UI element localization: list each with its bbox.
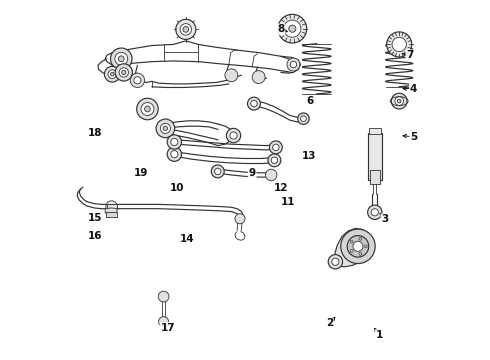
Circle shape [141, 103, 154, 116]
Circle shape [167, 135, 181, 149]
Text: 1: 1 [376, 330, 383, 340]
Circle shape [270, 141, 282, 154]
Text: 14: 14 [180, 234, 195, 244]
Circle shape [290, 61, 296, 68]
Circle shape [368, 205, 382, 220]
Circle shape [266, 169, 277, 181]
Text: 3: 3 [381, 215, 389, 224]
Bar [107, 204, 117, 210]
Circle shape [278, 14, 307, 43]
Circle shape [130, 73, 145, 87]
Circle shape [268, 154, 281, 167]
Circle shape [226, 129, 241, 143]
Circle shape [122, 70, 126, 75]
Circle shape [365, 245, 368, 248]
Circle shape [115, 64, 132, 81]
Text: 6: 6 [306, 96, 313, 106]
Bar [370, 170, 380, 184]
Text: 9: 9 [248, 168, 256, 178]
Circle shape [183, 27, 189, 32]
Circle shape [298, 113, 309, 125]
Circle shape [392, 37, 406, 51]
Circle shape [395, 97, 403, 105]
Circle shape [134, 77, 141, 84]
Bar [369, 129, 381, 134]
Circle shape [215, 168, 221, 175]
Circle shape [271, 157, 278, 163]
Polygon shape [331, 228, 371, 267]
Circle shape [108, 70, 117, 78]
Circle shape [211, 165, 224, 178]
Circle shape [328, 255, 343, 269]
Text: 15: 15 [88, 213, 102, 222]
Circle shape [145, 106, 150, 112]
Text: 7: 7 [406, 50, 414, 60]
Circle shape [225, 69, 238, 82]
Circle shape [180, 24, 192, 35]
Circle shape [359, 252, 362, 255]
Circle shape [119, 68, 128, 77]
Circle shape [252, 71, 265, 84]
Circle shape [289, 25, 296, 32]
Circle shape [171, 150, 178, 158]
Circle shape [235, 214, 245, 224]
Circle shape [171, 138, 178, 145]
Bar [106, 212, 117, 217]
Text: 4: 4 [410, 84, 417, 94]
Circle shape [230, 132, 237, 139]
Circle shape [115, 52, 128, 65]
Text: 5: 5 [410, 132, 417, 142]
Circle shape [104, 66, 120, 82]
Circle shape [332, 258, 339, 265]
Circle shape [137, 98, 158, 120]
Bar [368, 134, 382, 180]
Circle shape [119, 56, 124, 62]
Text: 8: 8 [277, 24, 285, 35]
Circle shape [247, 97, 260, 110]
Text: 11: 11 [281, 197, 295, 207]
Text: 17: 17 [161, 323, 175, 333]
Circle shape [287, 58, 300, 71]
Circle shape [300, 116, 306, 122]
Circle shape [176, 19, 196, 40]
Circle shape [350, 240, 353, 243]
Circle shape [371, 209, 378, 216]
Text: 16: 16 [88, 231, 102, 240]
Circle shape [341, 229, 375, 264]
Text: 13: 13 [302, 150, 317, 161]
Polygon shape [105, 208, 117, 213]
Circle shape [158, 291, 169, 302]
Circle shape [159, 317, 169, 327]
Text: 12: 12 [273, 183, 288, 193]
Circle shape [272, 144, 279, 150]
Circle shape [284, 20, 301, 37]
Circle shape [347, 235, 368, 257]
Text: 10: 10 [170, 183, 184, 193]
Circle shape [160, 123, 171, 134]
Circle shape [156, 119, 175, 138]
Circle shape [111, 48, 132, 69]
Circle shape [163, 126, 168, 131]
Text: 18: 18 [88, 129, 102, 138]
Circle shape [397, 99, 401, 103]
Circle shape [251, 100, 257, 107]
Circle shape [359, 237, 362, 240]
Circle shape [167, 147, 181, 161]
Text: 19: 19 [134, 168, 148, 178]
Circle shape [350, 249, 353, 252]
Circle shape [106, 201, 117, 212]
Circle shape [387, 32, 412, 57]
Text: 2: 2 [326, 319, 333, 328]
Circle shape [353, 241, 363, 251]
Circle shape [111, 72, 114, 76]
Circle shape [392, 93, 407, 109]
